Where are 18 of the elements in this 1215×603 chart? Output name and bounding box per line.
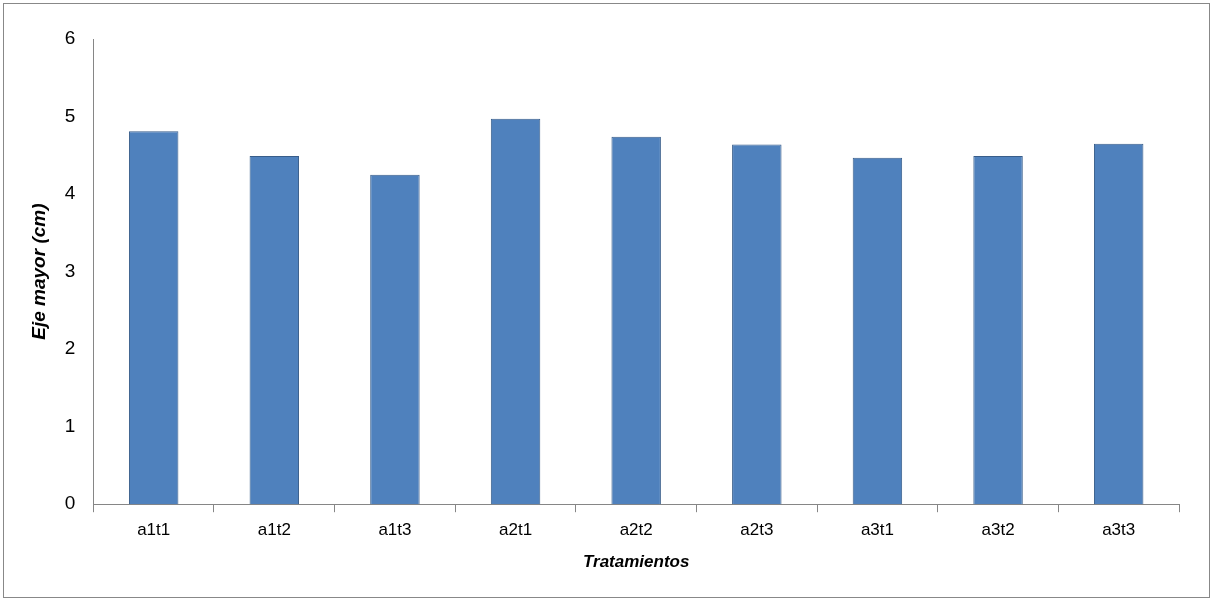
x-tick-label: a3t2: [981, 520, 1015, 540]
x-tick-label: a2t2: [619, 520, 653, 540]
y-tick-label: 6: [64, 27, 76, 49]
y-tick-label: 0: [64, 492, 76, 514]
y-tick-label: 5: [64, 104, 76, 126]
y-tick-label: 3: [64, 259, 76, 281]
y-tick-label: 2: [64, 337, 76, 359]
y-axis-title: Eje mayor (cm): [27, 203, 49, 340]
x-tick-label: a2t3: [740, 520, 774, 540]
x-tick-label: a1t3: [378, 520, 412, 540]
x-tick-label: a2t1: [499, 520, 533, 540]
y-tick-label: 1: [64, 414, 76, 436]
x-tick-label: a3t1: [860, 520, 894, 540]
x-tick-label: a1t2: [257, 520, 291, 540]
x-tick-label: a1t1: [137, 520, 171, 540]
y-tick-label: 4: [64, 182, 76, 204]
x-tick-label: a3t3: [1102, 520, 1136, 540]
x-axis-title: Tratamientos: [582, 552, 690, 572]
